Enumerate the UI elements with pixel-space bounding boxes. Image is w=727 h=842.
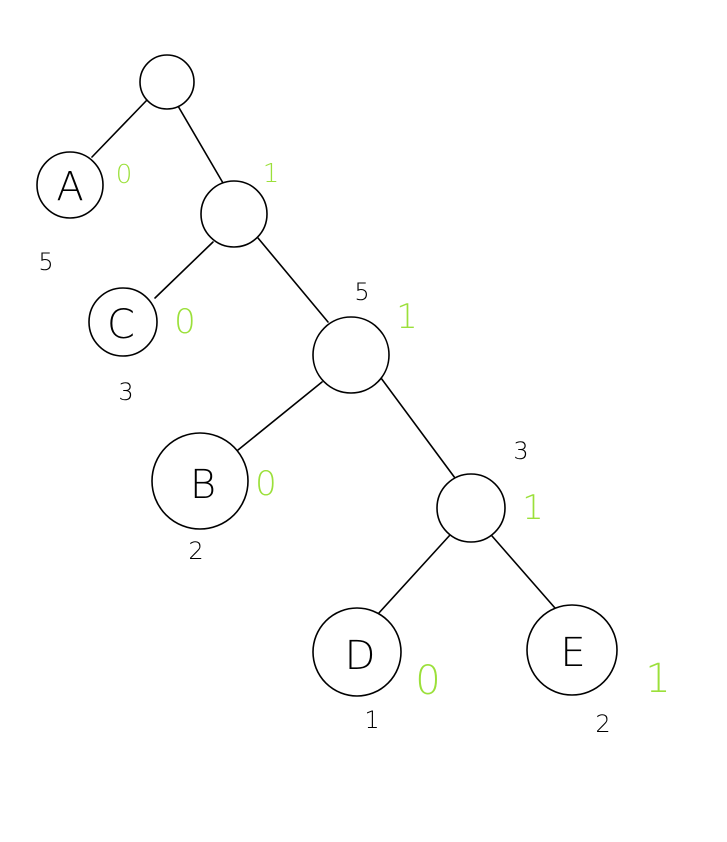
weight-A: 5 [38,248,53,276]
weight-E: 2 [595,710,610,738]
code-C: 0 [174,302,196,342]
weight-B: 2 [188,537,203,565]
node-E: E [526,604,618,696]
node-C: C [88,287,158,357]
node-D: D [312,607,402,697]
edge-root-n1 [177,105,224,184]
code-D: 0 [415,658,440,704]
edge-n2-n3 [380,377,456,479]
edge-n3-D [377,534,451,615]
code-internal-2: 1 [396,297,418,337]
code-internal-1: 1 [263,159,280,189]
node-A: A [36,151,104,219]
node-A-letter: A [56,164,83,210]
weight-C: 3 [118,378,133,406]
edge-n3-E [491,535,556,609]
code-E: 1 [645,656,670,702]
weight-internal-2: 5 [354,278,369,306]
node-C-letter: C [107,302,135,348]
node-B: B [151,432,249,530]
edge-root-A [91,99,148,158]
code-internal-3: 1 [522,488,544,528]
code-A: 0 [116,160,133,190]
node-root [139,54,195,110]
node-D-letter: D [345,633,376,679]
node-E-letter: E [560,630,585,676]
node-internal-2 [312,316,390,394]
weight-D: 1 [364,706,379,734]
edge-n1-C [154,241,214,299]
node-B-letter: B [190,462,216,508]
node-internal-1 [200,180,268,248]
weight-internal-3: 3 [513,437,528,465]
code-B: 0 [255,464,277,504]
edge-n2-B [237,381,323,451]
node-internal-3 [436,473,506,543]
edge-n1-n2 [257,237,329,323]
